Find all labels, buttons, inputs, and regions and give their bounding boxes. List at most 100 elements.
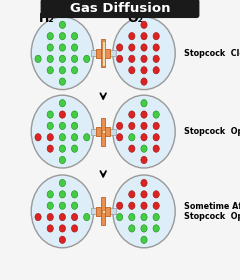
Circle shape bbox=[59, 156, 66, 164]
Bar bbox=[105, 207, 110, 216]
Circle shape bbox=[141, 134, 147, 141]
Circle shape bbox=[153, 55, 159, 62]
Circle shape bbox=[47, 225, 53, 232]
Circle shape bbox=[153, 225, 159, 232]
Circle shape bbox=[47, 122, 53, 130]
Circle shape bbox=[141, 32, 147, 40]
Bar bbox=[102, 210, 105, 213]
Circle shape bbox=[117, 55, 123, 62]
Circle shape bbox=[59, 111, 66, 118]
Bar bbox=[91, 208, 116, 214]
Bar bbox=[105, 127, 110, 136]
Bar bbox=[96, 127, 102, 136]
Circle shape bbox=[59, 44, 66, 51]
Text: Stopcock  Opened: Stopcock Opened bbox=[184, 127, 240, 136]
Circle shape bbox=[141, 122, 147, 130]
Circle shape bbox=[141, 191, 147, 198]
Circle shape bbox=[141, 67, 147, 74]
Circle shape bbox=[129, 111, 135, 118]
Circle shape bbox=[59, 134, 66, 141]
Circle shape bbox=[129, 55, 135, 62]
Circle shape bbox=[129, 191, 135, 198]
Circle shape bbox=[47, 111, 53, 118]
Circle shape bbox=[59, 67, 66, 74]
Circle shape bbox=[72, 191, 78, 198]
Circle shape bbox=[129, 122, 135, 130]
Circle shape bbox=[141, 55, 147, 62]
Circle shape bbox=[153, 134, 159, 141]
Text: Sometime After
Stopcock  Opened: Sometime After Stopcock Opened bbox=[184, 202, 240, 221]
Circle shape bbox=[113, 17, 175, 90]
Circle shape bbox=[47, 67, 53, 74]
Circle shape bbox=[59, 225, 66, 232]
Circle shape bbox=[84, 213, 90, 221]
Circle shape bbox=[31, 17, 94, 90]
Circle shape bbox=[117, 202, 123, 209]
Circle shape bbox=[59, 191, 66, 198]
Circle shape bbox=[141, 111, 147, 118]
Circle shape bbox=[72, 225, 78, 232]
Bar bbox=[96, 49, 102, 58]
Circle shape bbox=[35, 134, 41, 141]
Circle shape bbox=[72, 111, 78, 118]
Circle shape bbox=[129, 225, 135, 232]
Circle shape bbox=[59, 122, 66, 130]
Bar bbox=[91, 50, 116, 56]
Circle shape bbox=[117, 134, 123, 141]
Circle shape bbox=[31, 95, 94, 168]
Circle shape bbox=[59, 32, 66, 40]
Circle shape bbox=[129, 145, 135, 152]
Circle shape bbox=[141, 145, 147, 152]
Circle shape bbox=[47, 145, 53, 152]
Circle shape bbox=[153, 145, 159, 152]
Circle shape bbox=[141, 213, 147, 221]
Bar bbox=[96, 207, 102, 216]
Circle shape bbox=[141, 156, 147, 164]
Bar bbox=[101, 118, 105, 146]
Circle shape bbox=[47, 44, 53, 51]
Circle shape bbox=[113, 95, 175, 168]
Circle shape bbox=[59, 145, 66, 152]
Circle shape bbox=[141, 78, 147, 85]
Circle shape bbox=[35, 55, 41, 62]
FancyBboxPatch shape bbox=[41, 0, 199, 17]
Circle shape bbox=[129, 134, 135, 141]
Bar bbox=[101, 39, 105, 67]
Circle shape bbox=[47, 134, 53, 141]
Circle shape bbox=[84, 134, 90, 141]
Circle shape bbox=[141, 100, 147, 107]
Circle shape bbox=[59, 179, 66, 187]
Circle shape bbox=[47, 191, 53, 198]
Circle shape bbox=[117, 44, 123, 51]
Bar bbox=[102, 41, 105, 66]
Circle shape bbox=[141, 44, 147, 51]
Circle shape bbox=[117, 122, 123, 130]
Circle shape bbox=[59, 21, 66, 29]
Circle shape bbox=[72, 145, 78, 152]
Circle shape bbox=[59, 236, 66, 243]
Bar bbox=[105, 49, 110, 58]
Circle shape bbox=[153, 32, 159, 40]
Circle shape bbox=[153, 67, 159, 74]
Circle shape bbox=[153, 122, 159, 130]
Circle shape bbox=[72, 122, 78, 130]
Circle shape bbox=[153, 202, 159, 209]
Circle shape bbox=[84, 55, 90, 62]
Circle shape bbox=[72, 55, 78, 62]
Circle shape bbox=[72, 202, 78, 209]
Circle shape bbox=[141, 236, 147, 243]
Bar bbox=[101, 197, 105, 225]
Circle shape bbox=[47, 202, 53, 209]
Circle shape bbox=[72, 213, 78, 221]
Circle shape bbox=[59, 100, 66, 107]
Circle shape bbox=[47, 32, 53, 40]
Circle shape bbox=[113, 175, 175, 248]
Bar bbox=[91, 129, 116, 135]
Circle shape bbox=[141, 202, 147, 209]
Circle shape bbox=[129, 213, 135, 221]
Text: O₂: O₂ bbox=[128, 12, 144, 25]
Circle shape bbox=[129, 32, 135, 40]
Text: Stopcock  Closed: Stopcock Closed bbox=[184, 49, 240, 58]
Circle shape bbox=[59, 55, 66, 62]
Circle shape bbox=[141, 21, 147, 29]
